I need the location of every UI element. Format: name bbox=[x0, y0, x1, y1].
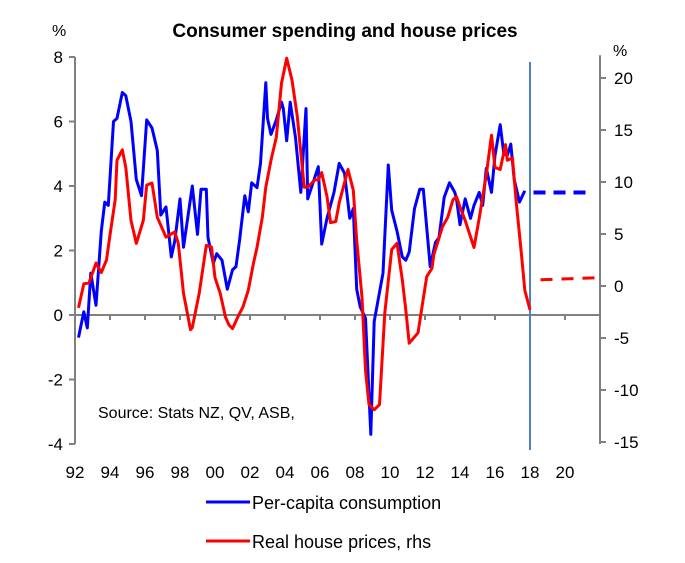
left-axis-tick-label: -4 bbox=[48, 435, 63, 454]
legend-label-consumption: Per-capita consumption bbox=[252, 493, 441, 513]
legend-label-house-prices: Real house prices, rhs bbox=[252, 532, 431, 552]
x-axis-tick-label: 94 bbox=[101, 463, 120, 482]
x-axis-tick-label: 12 bbox=[416, 463, 435, 482]
x-axis-tick-label: 18 bbox=[521, 463, 540, 482]
left-axis-unit: % bbox=[52, 23, 66, 40]
x-axis-tick-label: 02 bbox=[241, 463, 260, 482]
left-axis-tick-label: 0 bbox=[54, 306, 63, 325]
x-axis-tick-label: 98 bbox=[171, 463, 190, 482]
x-axis-tick-label: 10 bbox=[381, 463, 400, 482]
x-axis-tick-label: 16 bbox=[486, 463, 505, 482]
right-axis-tick-label: 15 bbox=[614, 121, 633, 140]
forecast-line-house-prices bbox=[540, 276, 601, 282]
left-axis-tick-label: 6 bbox=[54, 113, 63, 132]
series-line-house-prices bbox=[77, 56, 532, 412]
source-note: Source: Stats NZ, QV, ASB, bbox=[98, 405, 295, 422]
right-axis-tick-label: 0 bbox=[614, 277, 623, 296]
left-axis: -4 -2 0 2 4 6 8 bbox=[48, 48, 76, 454]
right-axis: -15 -10 -5 0 5 10 15 20 bbox=[599, 55, 639, 452]
x-axis-tick-label: 08 bbox=[346, 463, 365, 482]
left-axis-tick-label: 4 bbox=[54, 177, 63, 196]
x-axis-tick-label: 96 bbox=[136, 463, 155, 482]
left-axis-tick-label: 2 bbox=[54, 242, 63, 261]
right-axis-tick-label: 5 bbox=[614, 225, 623, 244]
right-axis-tick-label: -10 bbox=[614, 381, 639, 400]
right-axis-tick-label: 20 bbox=[614, 69, 633, 88]
left-axis-tick-label: 8 bbox=[54, 48, 63, 67]
x-axis-tick-label: 14 bbox=[451, 463, 470, 482]
right-axis-tick-label: -15 bbox=[614, 433, 639, 452]
legend: Per-capita consumption Real house prices… bbox=[206, 493, 441, 552]
x-axis-tick-label: 92 bbox=[66, 463, 85, 482]
x-axis-tick-label: 00 bbox=[206, 463, 225, 482]
x-axis-tick-label: 04 bbox=[276, 463, 295, 482]
series-group bbox=[77, 56, 601, 436]
right-axis-tick-label: 10 bbox=[614, 173, 633, 192]
x-axis-tick-label: 20 bbox=[556, 463, 575, 482]
x-axis: 92 94 96 98 00 02 04 06 08 10 12 14 16 18 20 bbox=[66, 314, 600, 482]
series-line-consumption bbox=[77, 81, 527, 436]
x-axis-tick-label: 06 bbox=[311, 463, 330, 482]
chart-title: Consumer spending and house prices bbox=[172, 21, 517, 42]
left-axis-tick-label: -2 bbox=[48, 371, 63, 390]
right-axis-unit: % bbox=[613, 43, 627, 60]
right-axis-tick-label: -5 bbox=[614, 329, 629, 348]
